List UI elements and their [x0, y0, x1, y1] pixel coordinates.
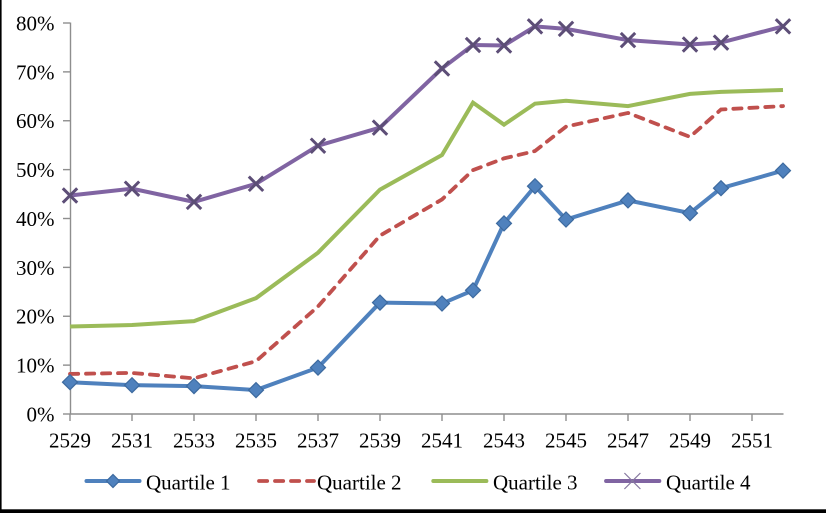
svg-text:2529: 2529 — [49, 429, 91, 453]
svg-text:Quartile 1: Quartile 1 — [146, 471, 231, 495]
svg-text:80%: 80% — [16, 11, 55, 35]
svg-text:0%: 0% — [27, 402, 55, 426]
svg-text:Quartile 2: Quartile 2 — [317, 471, 402, 495]
svg-text:Quartile 4: Quartile 4 — [666, 471, 751, 495]
svg-text:30%: 30% — [16, 256, 55, 280]
svg-text:20%: 20% — [16, 305, 55, 329]
svg-text:2551: 2551 — [731, 429, 773, 453]
svg-text:2531: 2531 — [111, 429, 153, 453]
svg-text:2547: 2547 — [607, 429, 649, 453]
svg-text:2545: 2545 — [545, 429, 587, 453]
svg-text:70%: 70% — [16, 60, 55, 84]
svg-text:50%: 50% — [16, 158, 55, 182]
svg-text:2541: 2541 — [421, 429, 463, 453]
svg-text:Quartile 3: Quartile 3 — [493, 471, 578, 495]
svg-text:40%: 40% — [16, 207, 55, 231]
svg-text:2549: 2549 — [669, 429, 711, 453]
svg-text:2533: 2533 — [173, 429, 215, 453]
svg-text:2535: 2535 — [235, 429, 277, 453]
svg-text:10%: 10% — [16, 354, 55, 378]
svg-text:2543: 2543 — [483, 429, 525, 453]
svg-text:60%: 60% — [16, 109, 55, 133]
svg-text:2537: 2537 — [297, 429, 339, 453]
svg-text:2539: 2539 — [359, 429, 401, 453]
